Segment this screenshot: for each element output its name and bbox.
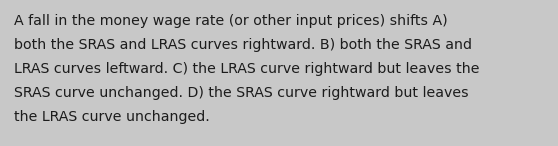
Text: A fall in the money wage rate (or other input prices) shifts A): A fall in the money wage rate (or other …	[14, 14, 448, 28]
Text: both the SRAS and LRAS curves rightward. B) both the SRAS and: both the SRAS and LRAS curves rightward.…	[14, 38, 472, 52]
Text: SRAS curve unchanged. D) the SRAS curve rightward but leaves: SRAS curve unchanged. D) the SRAS curve …	[14, 86, 469, 100]
Text: the LRAS curve unchanged.: the LRAS curve unchanged.	[14, 110, 210, 124]
Text: LRAS curves leftward. C) the LRAS curve rightward but leaves the: LRAS curves leftward. C) the LRAS curve …	[14, 62, 479, 76]
